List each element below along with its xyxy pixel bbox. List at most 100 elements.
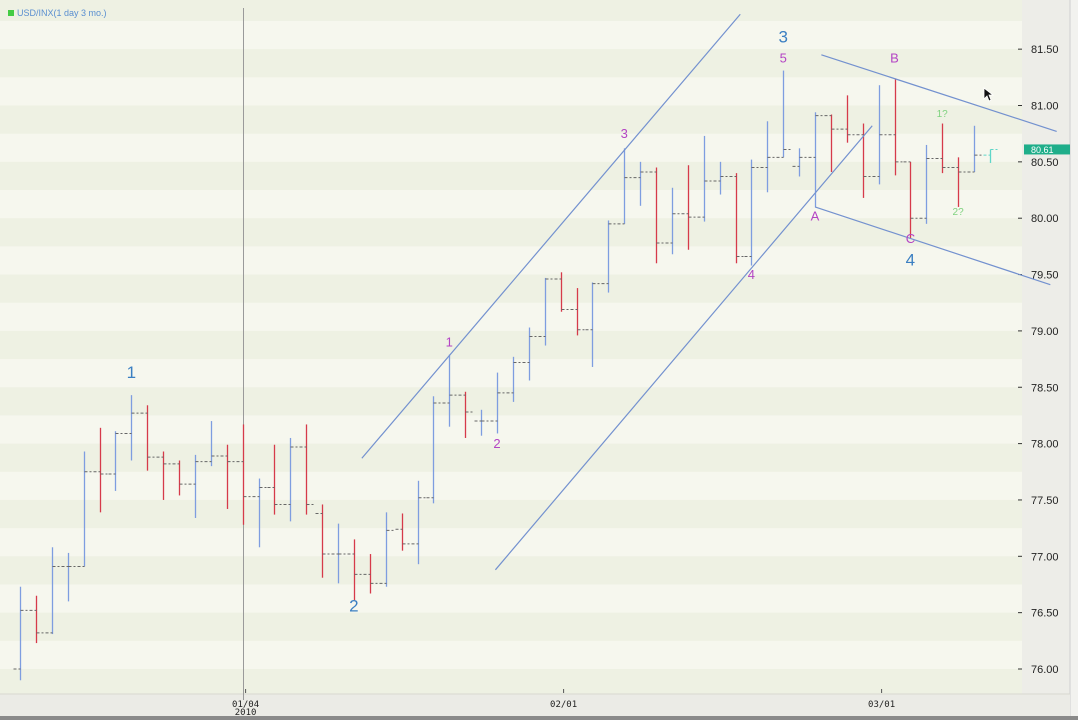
price-tick-label: 77.50 — [1031, 495, 1059, 507]
wave-labels: 1 2 1 2 3 4 3 5 A B C 4 1? 2? — [127, 27, 965, 615]
symbol-legend[interactable]: USD/INX(1 day 3 mo.) — [8, 8, 107, 18]
price-band — [0, 0, 1022, 21]
ohlc-bar — [458, 391, 473, 438]
price-tick-label: 78.00 — [1031, 439, 1059, 451]
ohlc-bar — [792, 148, 807, 177]
impulse-channel-upper[interactable] — [361, 13, 741, 459]
bottom-border — [0, 716, 1078, 720]
ohlc-bar — [919, 144, 934, 224]
ohlc-bar — [983, 148, 998, 163]
wave-label: 4 — [906, 251, 915, 270]
ohlc-bar — [395, 513, 410, 551]
price-band — [0, 556, 1022, 585]
ohlc-bar — [188, 454, 203, 518]
price-band — [0, 443, 1022, 472]
ohlc-bar — [267, 444, 282, 515]
ohlc-bar — [570, 288, 585, 336]
ohlc-bar — [729, 173, 744, 264]
last-price-badge — [1024, 144, 1070, 155]
correction-channel-lower[interactable] — [814, 206, 1051, 286]
correction-channel-upper[interactable] — [821, 54, 1057, 132]
last-price-label: 80.61 — [1031, 145, 1054, 155]
ohlc-bar — [744, 159, 759, 266]
price-tick-label: 77.00 — [1031, 551, 1059, 563]
ohlc-bar — [633, 161, 648, 206]
ohlc-bar — [760, 121, 775, 193]
price-tick-label: 81.50 — [1031, 44, 1059, 56]
date-tick-label: 03/01 — [868, 700, 895, 710]
ohlc-bar — [124, 395, 139, 461]
ohlc-bar — [363, 554, 378, 594]
ohlc-bar — [872, 85, 887, 185]
price-axis-panel — [1022, 0, 1070, 694]
ohlc-bar — [331, 523, 346, 584]
price-band — [0, 499, 1022, 529]
time-axis-panel — [0, 694, 1070, 716]
ohlc-bar — [601, 220, 616, 293]
wave-label: 4 — [748, 267, 755, 282]
ohlc-bar — [77, 451, 92, 567]
wave-label: 3 — [621, 126, 628, 141]
price-axis: 76.00 76.50 77.00 77.50 78.00 78.50 79.00 79.50… — [1018, 44, 1059, 676]
price-tick-label: 79.00 — [1031, 326, 1059, 338]
date-tick-sublabel: 2010 — [235, 708, 257, 718]
ohlc-bar — [172, 460, 187, 496]
ohlc-bar — [649, 167, 664, 264]
last-price-marker: 80.61 — [1024, 144, 1070, 155]
ohlc-bar — [935, 123, 950, 174]
ohlc-bar — [490, 372, 505, 434]
ohlc-bar — [220, 444, 235, 509]
price-band — [0, 387, 1022, 416]
ohlc-bar — [13, 586, 28, 681]
wave-label: 2? — [953, 207, 965, 218]
ohlc-bar — [442, 354, 457, 427]
ohlc-bars — [13, 70, 998, 681]
ohlc-bar — [713, 161, 728, 195]
wave-label: 1? — [937, 109, 949, 120]
price-band — [0, 274, 1022, 303]
wave-label: 2 — [349, 597, 358, 616]
wave-label: 3 — [778, 27, 787, 46]
ohlc-bar — [824, 114, 839, 172]
ohlc-bar — [951, 157, 966, 207]
wave-label: A — [811, 208, 820, 223]
ohlc-bar — [45, 547, 60, 635]
ohlc-bar — [93, 427, 108, 513]
price-band — [0, 330, 1022, 360]
ohlc-bar — [379, 512, 394, 587]
ohlc-bar — [236, 424, 251, 525]
price-tick-label: 78.50 — [1031, 382, 1059, 394]
date-tick-label: 02/01 — [550, 700, 577, 710]
ohlc-bar — [888, 78, 903, 176]
price-band — [0, 612, 1022, 641]
symbol-label: USD/INX(1 day 3 mo.) — [17, 8, 107, 18]
trendlines[interactable] — [361, 13, 1057, 571]
price-tick-label: 79.50 — [1031, 270, 1059, 282]
ohlc-bar — [140, 405, 155, 471]
ohlc-bar — [204, 421, 219, 467]
wave-label: C — [906, 231, 915, 246]
price-tick-label: 76.00 — [1031, 664, 1059, 676]
mouse-cursor-icon — [983, 87, 995, 102]
ohlc-bar — [808, 112, 823, 207]
ohlc-bar — [315, 504, 330, 578]
ohlc-bar — [967, 125, 982, 173]
ohlc-bar — [61, 552, 76, 602]
ohlc-bar — [665, 187, 680, 255]
price-tick-label: 81.00 — [1031, 101, 1059, 113]
price-band — [0, 49, 1022, 78]
wave-label: 5 — [780, 51, 787, 66]
ohlc-bar — [426, 396, 441, 504]
wave-label: 1 — [127, 363, 136, 382]
price-tick-label: 76.50 — [1031, 608, 1059, 620]
ohlc-bar — [840, 95, 855, 143]
ohlc-bar — [554, 272, 569, 312]
impulse-channel-lower[interactable] — [494, 125, 873, 571]
wave-label: 1 — [446, 335, 453, 350]
price-bands — [0, 0, 1022, 641]
ohlc-bar — [347, 539, 362, 601]
ohlc-bar — [697, 135, 712, 222]
ohlc-bar — [283, 437, 298, 522]
ohlc-bar — [299, 424, 314, 515]
